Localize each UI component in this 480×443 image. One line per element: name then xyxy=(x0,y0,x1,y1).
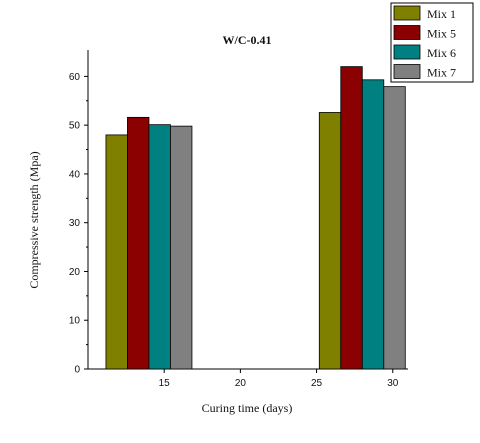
y-tick-label: 30 xyxy=(69,218,81,229)
bar-mix-7-14 xyxy=(170,125,193,370)
y-tick-label: 10 xyxy=(69,316,81,327)
legend-swatch xyxy=(393,5,421,21)
legend-swatch xyxy=(393,44,421,60)
x-tick-label: 30 xyxy=(387,378,399,389)
x-tick-label: 25 xyxy=(311,378,323,389)
x-tick-label: 15 xyxy=(159,378,171,389)
bar-mix-5-28 xyxy=(340,66,363,370)
y-tick-label: 60 xyxy=(69,72,81,83)
x-tick-label: 20 xyxy=(235,378,247,389)
legend-label: Mix 1 xyxy=(427,7,456,21)
legend-swatch xyxy=(393,25,421,40)
y-axis-title: Compressive strength (Mpa) xyxy=(27,151,41,288)
bar-mix-6-28 xyxy=(361,79,385,370)
y-tick-label: 40 xyxy=(69,169,81,180)
bar-mix-1-14 xyxy=(105,134,128,370)
y-tick-label: 20 xyxy=(69,267,81,278)
x-axis-title: Curing time (days) xyxy=(202,401,293,415)
legend-label: Mix 6 xyxy=(427,46,456,60)
legend: Mix 1 Mix 5 Mix 6 Mix 7 xyxy=(390,2,474,83)
bar-mix-7-28 xyxy=(383,86,406,370)
y-tick-label: 0 xyxy=(74,365,80,376)
bar-mix-6-14 xyxy=(148,124,171,370)
bar-mix-5-14 xyxy=(127,116,150,370)
plot-area: 0 10 20 30 40 50 60 15 20 25 30 xyxy=(69,50,408,389)
legend-label: Mix 5 xyxy=(427,27,456,41)
legend-label: Mix 7 xyxy=(427,66,456,80)
legend-swatch xyxy=(393,64,421,79)
y-tick-label: 50 xyxy=(69,121,81,132)
chart-title: W/C-0.41 xyxy=(223,33,272,47)
bar-mix-1-28 xyxy=(318,112,342,370)
